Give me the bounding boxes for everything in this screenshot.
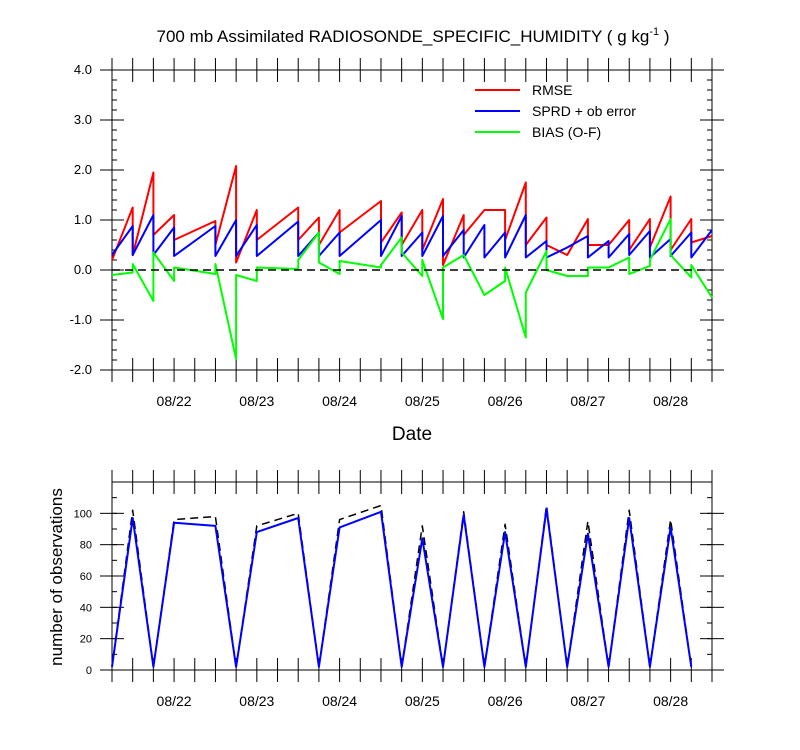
y-tick-label: -1.0 bbox=[70, 312, 92, 327]
count-ticks: 0 20 40 60 80 100 08/22 08/23 08/24 08/25 08/26 08/… bbox=[74, 470, 724, 709]
y-tick-label: 20 bbox=[80, 634, 92, 646]
y-tick-label: 0 bbox=[86, 665, 92, 677]
y-tick-label: 40 bbox=[80, 602, 92, 614]
x-tick-label: 08/23 bbox=[239, 393, 274, 409]
y-tick-label: 3.0 bbox=[74, 112, 92, 127]
humidity-series bbox=[111, 165, 713, 360]
x-tick-label: 08/24 bbox=[322, 393, 357, 409]
x-tick-label: 08/26 bbox=[488, 693, 523, 709]
series-line-rmse bbox=[111, 165, 713, 266]
chart-title-superscript: -1 bbox=[649, 26, 659, 38]
legend-label: BIAS (O-F) bbox=[532, 124, 601, 140]
x-tick-label: 08/24 bbox=[322, 693, 357, 709]
x-tick-label: 08/23 bbox=[239, 693, 274, 709]
y-axis-label-observations: number of observations bbox=[47, 488, 66, 666]
legend: RMSE SPRD + ob error BIAS (O-F) bbox=[475, 82, 636, 140]
y-tick-label: -2.0 bbox=[70, 362, 92, 377]
chart-title-main: 700 mb Assimilated RADIOSONDE_SPECIFIC_H… bbox=[157, 27, 650, 46]
chart-title-end: ) bbox=[659, 27, 669, 46]
y-tick-label: 100 bbox=[74, 508, 92, 520]
y-tick-label: 4.0 bbox=[74, 62, 92, 77]
humidity-stats-panel: -2.0 -1.0 0.0 1.0 2.0 3.0 4.0 08/22 08/23 08/24 08… bbox=[70, 58, 724, 445]
x-tick-label: 08/25 bbox=[405, 693, 440, 709]
legend-label: RMSE bbox=[532, 82, 572, 98]
count-series bbox=[111, 504, 693, 668]
y-tick-label: 0.0 bbox=[74, 262, 92, 277]
series-line-sprd-ob-error bbox=[111, 214, 713, 259]
x-tick-label: 08/27 bbox=[570, 693, 605, 709]
x-axis-label: Date bbox=[392, 424, 432, 445]
y-tick-label: 80 bbox=[80, 540, 92, 552]
x-tick-label: 08/22 bbox=[157, 393, 192, 409]
x-tick-label: 08/22 bbox=[157, 693, 192, 709]
x-tick-label: 08/27 bbox=[570, 393, 605, 409]
legend-label: SPRD + ob error bbox=[532, 103, 636, 119]
x-tick-label: 08/28 bbox=[653, 393, 688, 409]
observation-count-panel: 0 20 40 60 80 100 08/22 08/23 08/24 08/25 08/26 08/… bbox=[47, 470, 724, 709]
series-line-assimilated-observations bbox=[111, 507, 693, 668]
y-tick-label: 2.0 bbox=[74, 162, 92, 177]
x-tick-label: 08/26 bbox=[488, 393, 523, 409]
y-tick-label: 60 bbox=[80, 571, 92, 583]
chart-title: 700 mb Assimilated RADIOSONDE_SPECIFIC_H… bbox=[157, 26, 670, 46]
humidity-ticks: -2.0 -1.0 0.0 1.0 2.0 3.0 4.0 08/22 08/23 08/24 08… bbox=[70, 58, 724, 409]
x-tick-label: 08/25 bbox=[405, 393, 440, 409]
series-line-bias-o-f bbox=[111, 218, 713, 360]
y-tick-label: 1.0 bbox=[74, 212, 92, 227]
x-tick-label: 08/28 bbox=[653, 693, 688, 709]
